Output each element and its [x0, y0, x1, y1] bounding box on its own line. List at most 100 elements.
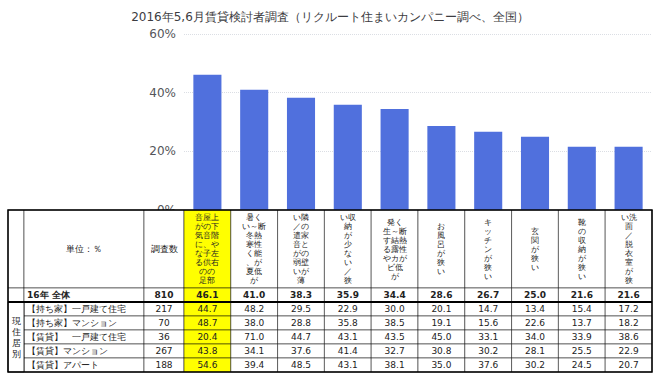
svg-text:衣: 衣 [625, 249, 633, 258]
svg-text:玄: 玄 [531, 227, 539, 236]
svg-text:60%: 60% [149, 27, 176, 41]
svg-text:38.0: 38.0 [244, 318, 264, 328]
svg-text:35.8: 35.8 [338, 318, 358, 328]
svg-text:い: い [578, 272, 586, 281]
svg-text:39.4: 39.4 [244, 360, 264, 370]
svg-text:13.7: 13.7 [572, 318, 592, 328]
svg-text:納: 納 [578, 245, 586, 254]
svg-text:30.8: 30.8 [431, 346, 451, 356]
svg-text:29.5: 29.5 [291, 304, 311, 314]
svg-text:音と: 音と [293, 240, 309, 249]
svg-text:34.1: 34.1 [244, 346, 264, 356]
svg-text:15.6: 15.6 [478, 318, 498, 328]
svg-text:25.5: 25.5 [572, 346, 592, 356]
svg-text:調査数: 調査数 [151, 244, 178, 254]
svg-text:13.4: 13.4 [525, 304, 545, 314]
svg-text:気音階: 気音階 [195, 231, 219, 240]
svg-text:43.1: 43.1 [338, 332, 358, 342]
svg-text:38.3: 38.3 [290, 290, 312, 300]
svg-text:20%: 20% [149, 144, 176, 158]
svg-text:い隣: い隣 [293, 213, 309, 222]
svg-text:45.0: 45.0 [431, 332, 451, 342]
svg-text:足部: 足部 [199, 276, 215, 285]
svg-text:43.5: 43.5 [385, 332, 405, 342]
svg-text:いが: いが [293, 267, 310, 276]
svg-text:、が: 、が [246, 258, 263, 267]
svg-text:ン: ン [484, 245, 492, 254]
svg-text:やカが: やカが [383, 254, 408, 263]
svg-text:17.2: 17.2 [619, 304, 639, 314]
svg-text:43.8: 43.8 [197, 346, 217, 356]
svg-text:狭: 狭 [484, 263, 492, 272]
svg-text:関: 関 [531, 236, 539, 245]
svg-text:が: が [437, 249, 446, 258]
svg-text:32.7: 32.7 [385, 346, 405, 356]
svg-text:34.4: 34.4 [383, 290, 405, 300]
svg-text:／: ／ [625, 231, 633, 240]
svg-text:35.9: 35.9 [337, 290, 359, 300]
svg-text:38.1: 38.1 [385, 360, 405, 370]
svg-text:71.0: 71.0 [244, 332, 264, 342]
svg-text:25.0: 25.0 [524, 290, 546, 300]
svg-text:納: 納 [344, 222, 352, 231]
svg-text:41.0: 41.0 [243, 290, 265, 300]
svg-text:217: 217 [155, 304, 172, 314]
svg-text:28.8: 28.8 [291, 318, 311, 328]
svg-text:音屋上: 音屋上 [195, 213, 219, 222]
svg-text:33.9: 33.9 [572, 332, 592, 342]
svg-text:【賃貸】 一戸建て住宅: 【賃貸】 一戸建て住宅 [27, 332, 126, 342]
svg-text:20.7: 20.7 [619, 360, 639, 370]
svg-text:呂: 呂 [437, 240, 445, 249]
svg-text:46.1: 46.1 [196, 290, 218, 300]
svg-text:居: 居 [12, 338, 21, 348]
svg-text:靴: 靴 [578, 218, 586, 227]
svg-text:単位：％: 単位：％ [66, 244, 102, 254]
svg-text:34.0: 34.0 [525, 332, 545, 342]
svg-text:48.2: 48.2 [244, 304, 264, 314]
svg-text:狭: 狭 [578, 263, 586, 272]
svg-text:る供右: る供右 [195, 258, 219, 267]
svg-text:狭: 狭 [625, 276, 633, 285]
svg-text:が: が [578, 254, 587, 263]
svg-text:が: が [250, 276, 259, 285]
svg-text:狭: 狭 [344, 276, 352, 285]
svg-text:36: 36 [158, 332, 170, 342]
svg-text:が: が [625, 267, 634, 276]
svg-text:18.2: 18.2 [619, 318, 639, 328]
svg-text:／の: ／の [293, 222, 309, 231]
svg-text:41.4: 41.4 [338, 346, 358, 356]
svg-text:い～断: い～断 [242, 222, 266, 231]
svg-text:い収: い収 [340, 213, 356, 222]
svg-text:がの下: がの下 [195, 222, 219, 231]
svg-text:が: が [484, 254, 493, 263]
svg-text:がの: がの [293, 249, 309, 258]
svg-text:20.1: 20.1 [431, 304, 451, 314]
svg-text:15.4: 15.4 [572, 304, 592, 314]
svg-text:【持ち家】一戸建て住宅: 【持ち家】一戸建て住宅 [27, 304, 126, 314]
svg-text:26.7: 26.7 [477, 290, 499, 300]
svg-text:発く: 発く [387, 218, 403, 227]
svg-text:室: 室 [625, 258, 633, 267]
svg-text:43.1: 43.1 [338, 360, 358, 370]
svg-text:22.6: 22.6 [525, 318, 545, 328]
svg-text:24.5: 24.5 [572, 360, 592, 370]
svg-text:弱壁: 弱壁 [293, 258, 309, 267]
svg-text:48.5: 48.5 [291, 360, 311, 370]
svg-text:【持ち家】マンション: 【持ち家】マンション [27, 318, 117, 328]
svg-text:20.4: 20.4 [197, 332, 217, 342]
svg-text:30.2: 30.2 [525, 360, 545, 370]
svg-text:30.2: 30.2 [478, 346, 498, 356]
svg-text:28.1: 28.1 [525, 346, 545, 356]
svg-text:キ: キ [484, 218, 492, 227]
svg-text:現: 現 [12, 316, 21, 326]
svg-text:16年 全体: 16年 全体 [27, 290, 71, 300]
svg-text:生～断: 生～断 [383, 227, 407, 236]
svg-text:267: 267 [155, 346, 172, 356]
svg-text:狭: 狭 [437, 258, 445, 267]
svg-text:お: お [437, 222, 445, 231]
svg-text:す結熱: す結熱 [383, 236, 407, 245]
svg-text:な: な [344, 249, 352, 258]
svg-text:37.6: 37.6 [478, 360, 498, 370]
svg-text:ッ: ッ [484, 227, 492, 236]
svg-text:21.6: 21.6 [617, 290, 639, 300]
